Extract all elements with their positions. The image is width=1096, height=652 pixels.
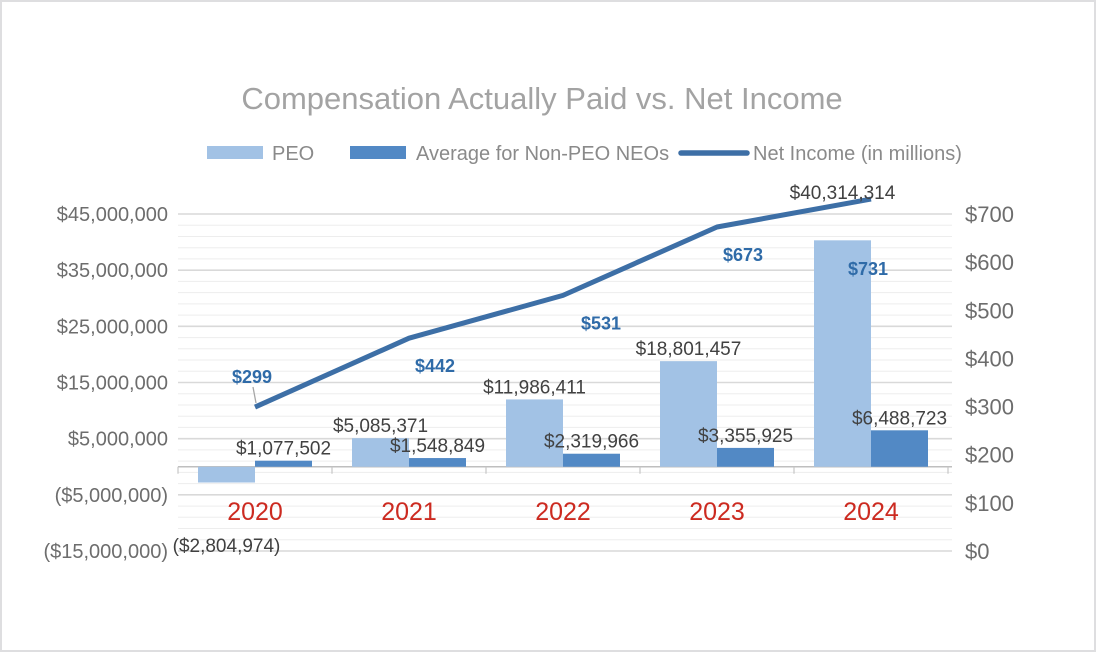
bar-non-peo-2021 [409,458,466,467]
bar-non-peo-2022 [563,453,620,467]
data-label-peo-2020: ($2,804,974) [173,536,281,557]
data-label-peo-2024: $40,314,314 [790,183,896,204]
plot-area: $45,000,000 $35,000,000 $25,000,000 $15,000… [43,183,1014,564]
chart-legend: PEO Average for Non-PEO NEOs Net Income … [207,143,962,165]
legend-label-peo: PEO [272,143,314,165]
bar-peo-2023 [660,361,717,467]
bar-non-peo-2023 [717,447,774,467]
right-axis-tick-label: $500 [965,298,1014,323]
left-axis-tick-label: $35,000,000 [57,260,168,282]
data-label-net-income-2024: $731 [848,259,888,279]
data-label-non-peo-2023: $3,355,925 [698,426,793,447]
data-label-net-income-2020: $299 [232,367,272,387]
data-label-non-peo-2022: $2,319,966 [544,432,639,453]
left-axis-tick-label: ($15,000,000) [43,541,168,563]
left-axis-tick-label: $5,000,000 [68,429,168,451]
right-axis-tick-label: $700 [965,202,1014,227]
right-axis-tick-label: $200 [965,443,1014,468]
legend-item-net-income: Net Income (in millions) [678,143,962,165]
left-axis-tick-label: ($5,000,000) [55,485,168,507]
bar-non-peo-2024 [871,430,928,467]
legend-item-non-peo: Average for Non-PEO NEOs [350,143,669,165]
net-income-line [253,196,872,410]
data-label-non-peo-2021: $1,548,849 [390,436,485,457]
category-label-2024: 2024 [843,498,899,526]
data-label-net-income-2022: $531 [581,313,621,333]
data-label-peo-2023: $18,801,457 [636,339,742,360]
data-label-peo-2022: $11,986,411 [483,377,586,398]
right-axis-tick-label: $0 [965,539,989,564]
net-income-label-leader-line [252,386,257,404]
legend-item-peo: PEO [207,143,314,165]
bar-peo-2020 [198,466,255,483]
right-axis-tick-label: $600 [965,250,1014,275]
bar-peo-2022 [506,399,563,467]
bar-peo-2024 [814,240,871,467]
left-axis-tick-label: $25,000,000 [57,316,168,338]
bar-non-peo-2020 [255,460,312,467]
right-axis-tick-label: $400 [965,346,1014,371]
data-label-net-income-2023: $673 [723,245,763,265]
category-label-2023: 2023 [689,498,745,526]
data-label-non-peo-2024: $6,488,723 [852,408,947,429]
category-label-2022: 2022 [535,498,591,526]
category-label-2020: 2020 [227,498,283,526]
bar-peo-2021 [352,438,409,467]
category-label-2021: 2021 [381,498,437,526]
data-label-non-peo-2020: $1,077,502 [236,439,331,460]
right-axis-tick-label: $300 [965,395,1014,420]
non-peo-swatch-icon [350,146,406,159]
legend-label-non-peo: Average for Non-PEO NEOs [416,143,669,165]
left-axis-tick-label: $15,000,000 [57,373,168,395]
data-label-peo-2021: $5,085,371 [333,416,428,437]
data-label-net-income-2021: $442 [415,356,455,376]
legend-label-net-income: Net Income (in millions) [753,143,962,165]
left-axis-tick-label: $45,000,000 [57,204,168,226]
chart-title: Compensation Actually Paid vs. Net Incom… [241,81,842,116]
right-axis-tick-label: $100 [965,491,1014,516]
peo-swatch-icon [207,146,263,159]
